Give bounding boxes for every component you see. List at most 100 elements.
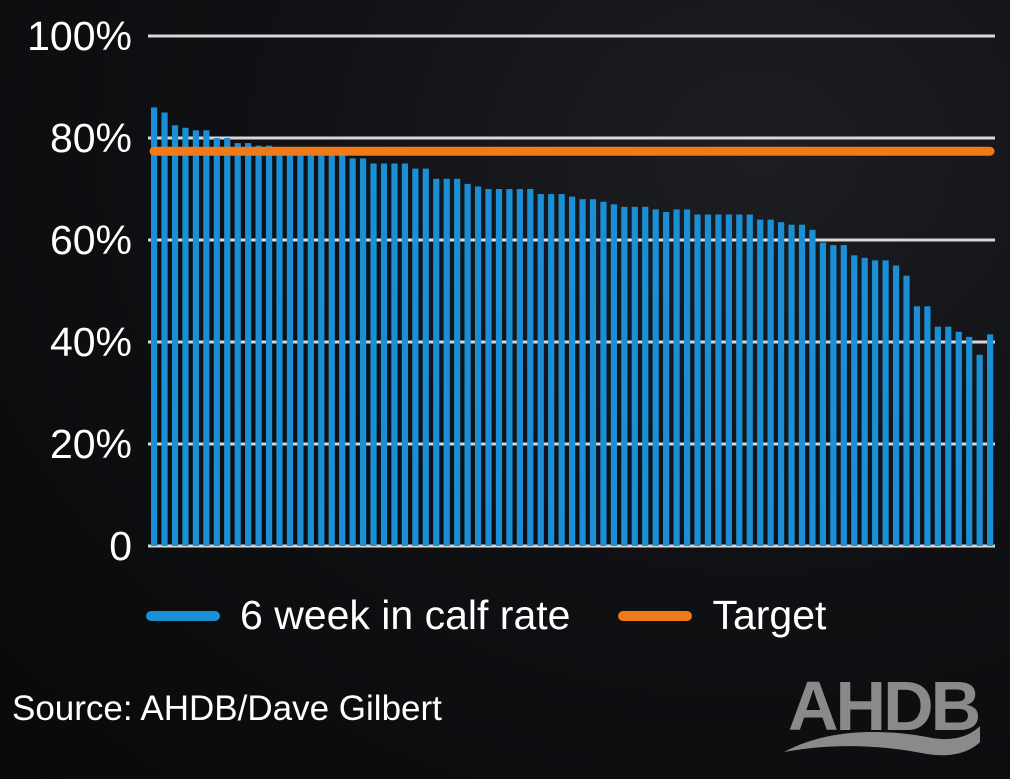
bar [736,214,743,546]
bar [767,219,774,546]
bar [265,145,273,546]
bar [151,107,158,547]
bar [746,214,753,546]
y-tick-label: 60% [49,217,132,263]
bar [788,224,795,546]
bar [380,163,388,546]
bar [589,199,597,546]
y-tick-label: 20% [49,421,132,467]
bar [798,224,806,546]
bar [391,163,398,546]
bar [715,214,722,546]
bar [537,194,544,546]
bar [224,138,231,546]
bar [924,306,931,546]
bar [861,257,868,546]
bar [182,127,189,547]
bar [171,125,179,546]
bar [673,209,680,546]
bar [819,242,826,547]
bar [443,178,450,547]
logo-swoosh-icon [784,726,980,756]
bar [882,260,889,546]
bar [412,168,419,546]
bar [683,209,691,546]
bar [464,183,471,546]
bar [652,209,659,546]
legend: 6 week in calf rate Target [146,592,874,639]
bar [234,143,241,546]
bar [955,331,962,546]
bar [663,211,670,546]
bar [454,178,461,547]
bar [339,150,346,546]
bar [422,168,429,546]
legend-label-target: Target [712,592,827,638]
bar [757,219,764,546]
bar [297,148,304,546]
bar [987,334,994,546]
bar [600,201,607,546]
bar [840,245,847,546]
bar [945,326,952,546]
bar [307,148,314,546]
bar [255,145,262,546]
bar [725,214,732,546]
bar [872,260,879,546]
y-tick-label: 80% [49,115,132,161]
bar [610,204,617,547]
bar [631,206,638,546]
bar [516,189,523,546]
source-caption: Source: AHDB/Dave Gilbert [12,689,442,728]
logo-text: AHDB [788,668,979,745]
bar [704,214,712,546]
bar-series [151,107,994,547]
y-tick-label: 0 [109,523,132,569]
bar [976,354,983,546]
bar [286,148,294,546]
bar [161,112,168,546]
bar [830,245,837,546]
bar [934,326,941,546]
bar [892,265,900,546]
bar [506,189,513,546]
bar [966,336,973,546]
bar [474,186,482,546]
bar [203,130,210,546]
bar [903,275,910,546]
legend-swatch-target [618,610,693,621]
bar [485,189,492,546]
bar [318,148,325,546]
ahdb-logo: AHDB [784,668,982,756]
bar [433,178,440,547]
bar [276,148,283,546]
bar [360,158,367,546]
bar [192,130,199,546]
y-tick-label: 100% [27,13,132,59]
bar [621,206,628,546]
bar [527,189,534,546]
bar [548,194,555,546]
bar [913,306,921,546]
bar [569,196,576,546]
legend-item-target: Target [618,592,826,639]
bar [370,163,377,546]
bar [245,143,252,546]
bar [851,255,858,547]
bar [809,229,816,547]
bar [328,148,335,546]
bar [213,138,220,546]
bar [579,199,586,546]
legend-swatch-rate [146,610,220,621]
bar [401,163,408,546]
y-tick-label: 40% [49,319,132,365]
legend-label-rate: 6 week in calf rate [240,592,571,638]
bar [642,206,649,546]
legend-item-rate: 6 week in calf rate [146,592,570,639]
bar [558,194,565,546]
bar [694,214,701,546]
bar [495,189,503,546]
bar [349,158,356,546]
bar [778,222,785,546]
